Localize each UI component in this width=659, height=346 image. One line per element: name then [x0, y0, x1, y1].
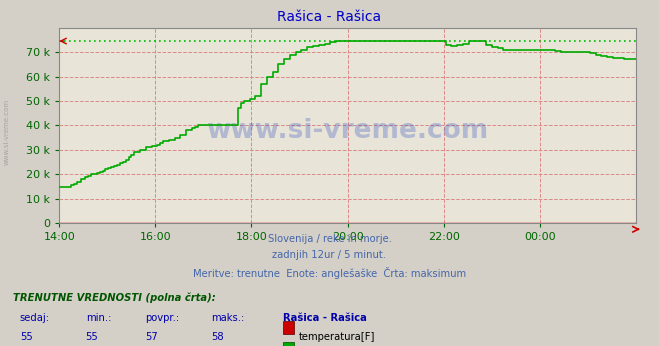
- Text: 55: 55: [20, 332, 32, 342]
- Text: Rašica - Rašica: Rašica - Rašica: [277, 10, 382, 24]
- Text: 55: 55: [86, 332, 98, 342]
- Text: www.si-vreme.com: www.si-vreme.com: [206, 118, 489, 144]
- Text: www.si-vreme.com: www.si-vreme.com: [3, 98, 9, 165]
- Text: TRENUTNE VREDNOSTI (polna črta):: TRENUTNE VREDNOSTI (polna črta):: [13, 292, 216, 303]
- Text: 58: 58: [211, 332, 223, 342]
- Text: sedaj:: sedaj:: [20, 313, 50, 323]
- Text: maks.:: maks.:: [211, 313, 244, 323]
- Text: 57: 57: [145, 332, 158, 342]
- Text: Slovenija / reke in morje.: Slovenija / reke in morje.: [268, 234, 391, 244]
- Text: Rašica - Rašica: Rašica - Rašica: [283, 313, 367, 323]
- Text: Meritve: trenutne  Enote: anglešaške  Črta: maksimum: Meritve: trenutne Enote: anglešaške Črta…: [193, 267, 466, 279]
- Text: min.:: min.:: [86, 313, 111, 323]
- Text: temperatura[F]: temperatura[F]: [299, 332, 376, 342]
- Text: zadnjih 12ur / 5 minut.: zadnjih 12ur / 5 minut.: [273, 250, 386, 260]
- Text: povpr.:: povpr.:: [145, 313, 179, 323]
